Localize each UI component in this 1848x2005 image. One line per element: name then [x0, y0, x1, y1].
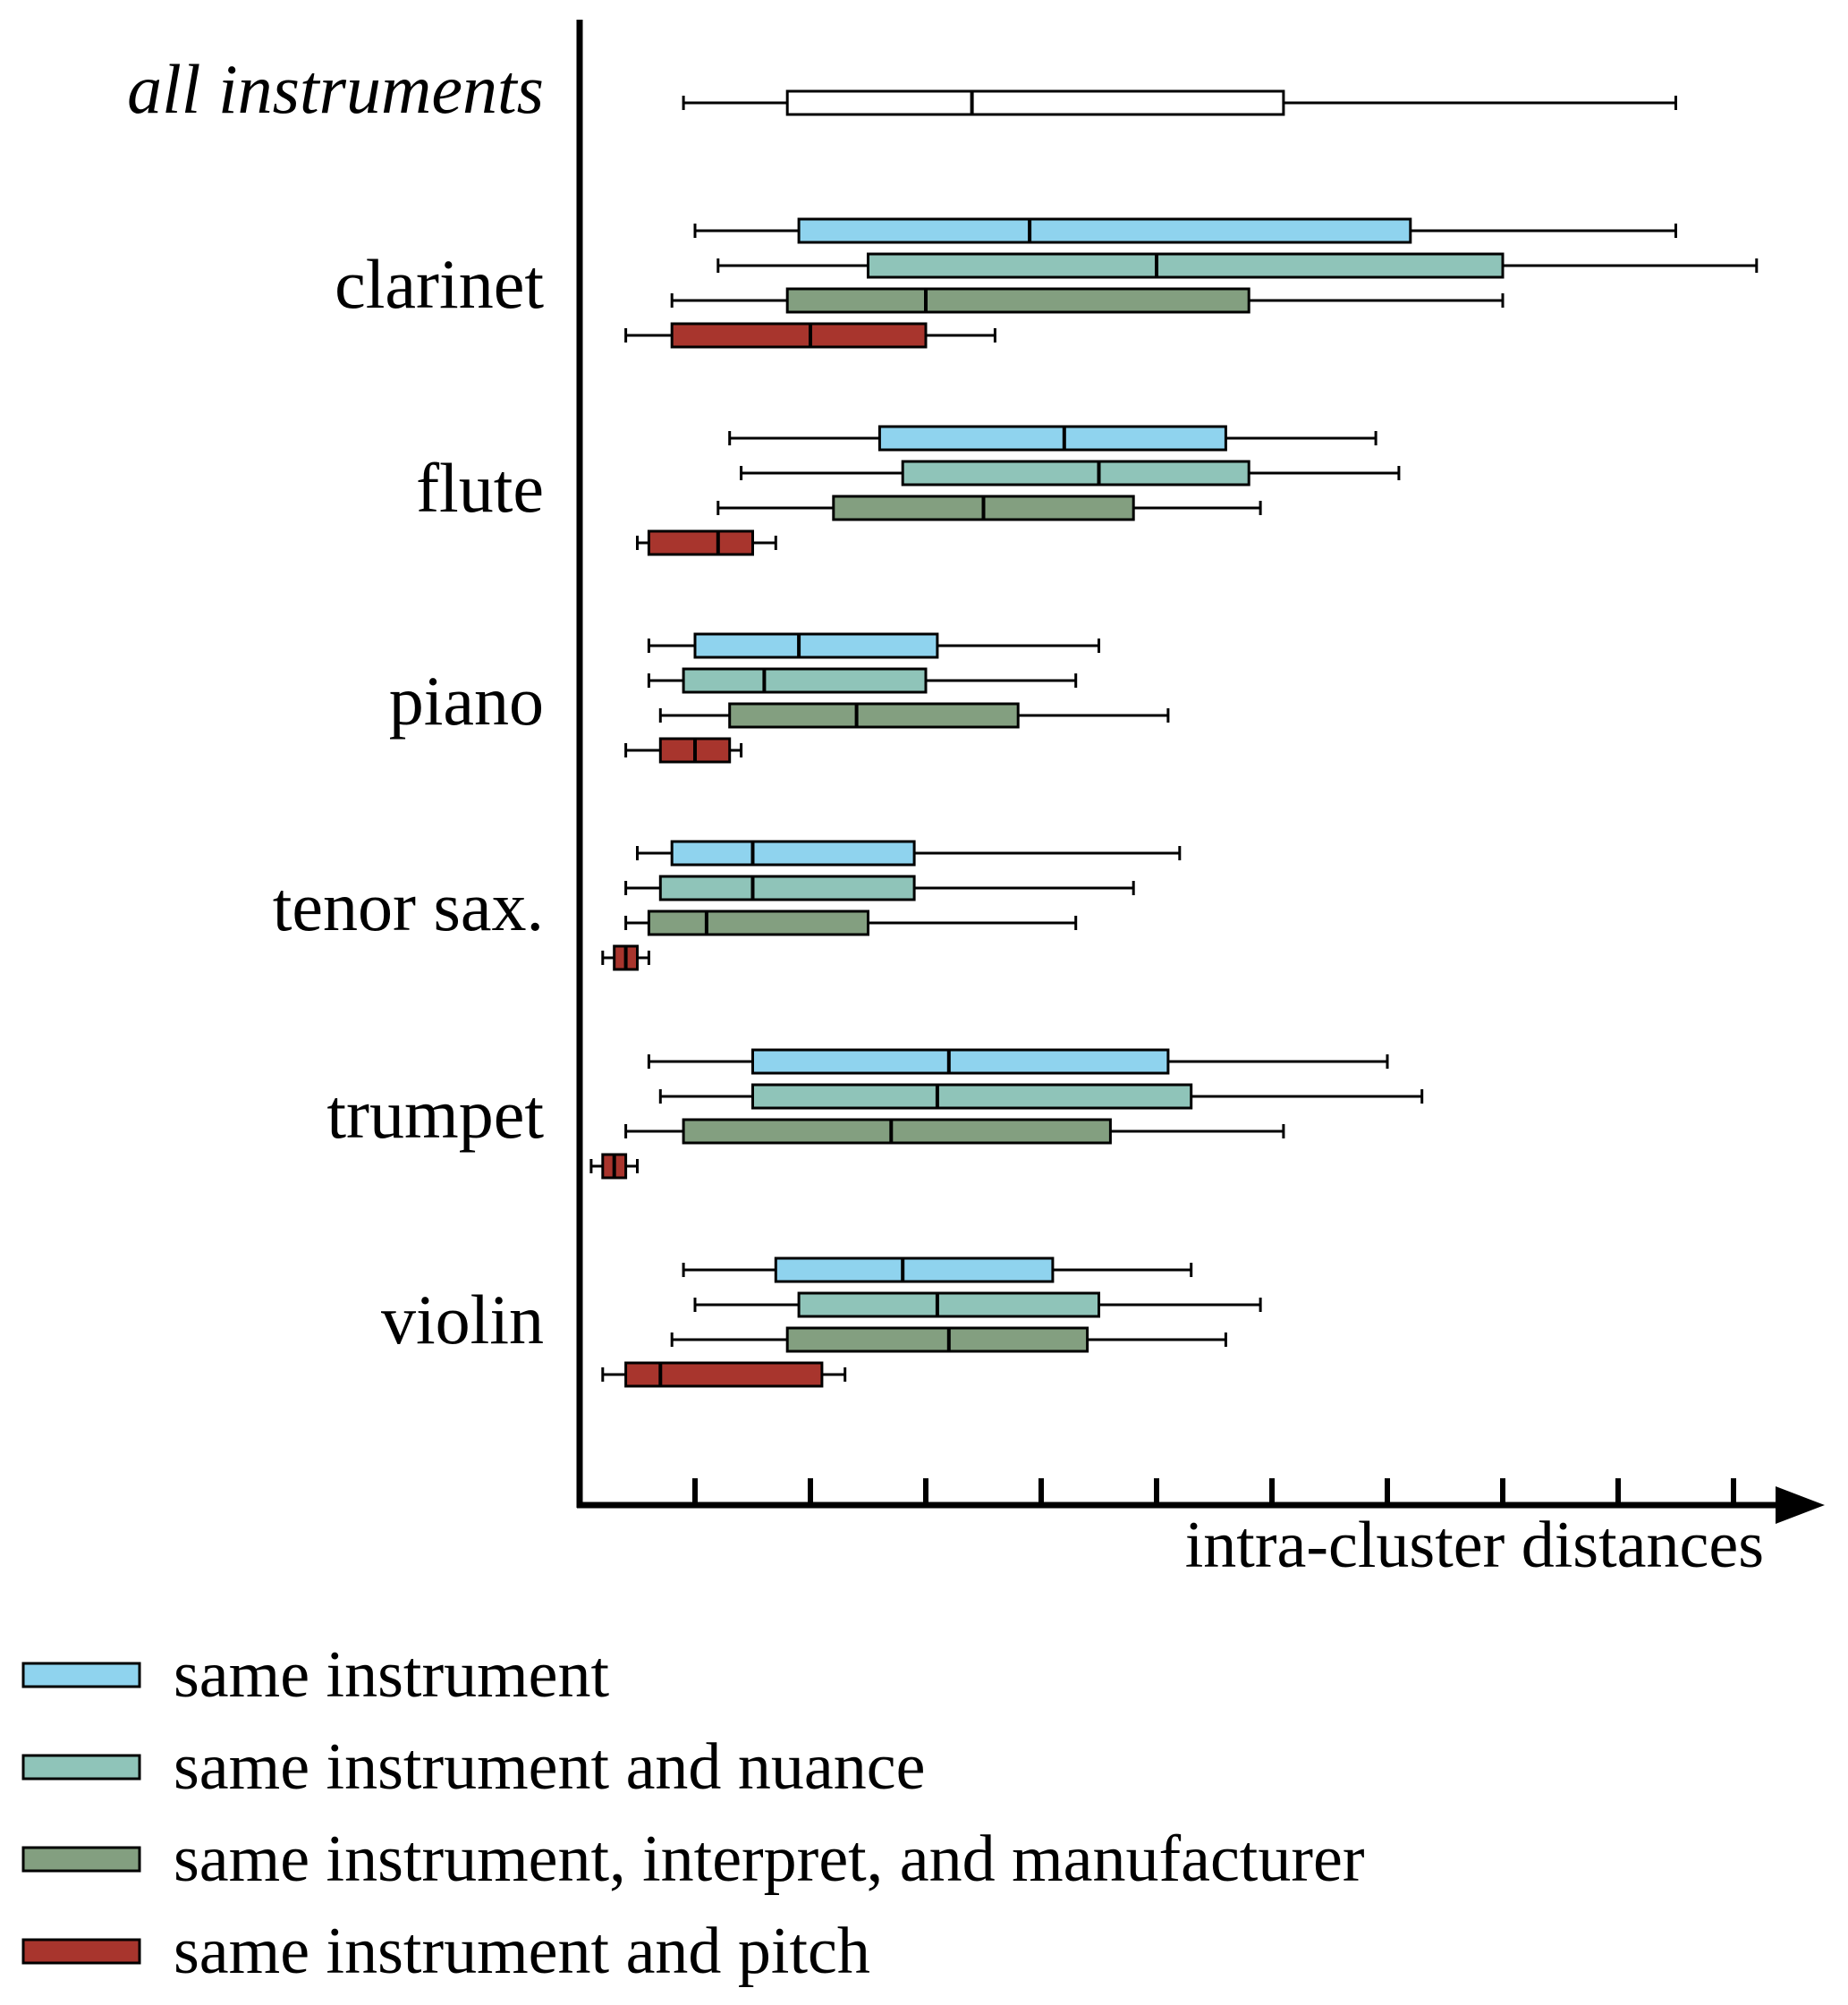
boxplot-pitch: [624, 737, 743, 764]
legend-label: same instrument: [174, 1638, 610, 1712]
box-iqr: [797, 217, 1412, 244]
box-iqr: [682, 1118, 1112, 1145]
boxplot-pitch: [636, 529, 777, 556]
box-iqr: [751, 1048, 1170, 1075]
box-iqr: [867, 252, 1505, 279]
legend-swatch: [21, 1662, 141, 1688]
boxplot-instrument: [636, 840, 1182, 867]
x-axis-arrowhead: [1776, 1486, 1825, 1524]
boxplot-nuance: [658, 1083, 1424, 1110]
boxplot-interpret: [624, 909, 1078, 936]
plot-area: all instruments clarinet flute piano tenor s…: [127, 20, 1825, 1524]
boxplot-interpret: [670, 1326, 1227, 1353]
box-iqr: [647, 529, 755, 556]
legend-item-interpret: same instrument, interpret, and manufact…: [21, 1823, 1365, 1896]
legend-item-nuance: same instrument and nuance: [21, 1730, 925, 1804]
x-axis-label: intra-cluster distances: [1185, 1509, 1764, 1582]
boxplot-pitch: [624, 322, 996, 349]
boxplot-interpret: [658, 702, 1170, 729]
box-iqr: [647, 909, 870, 936]
boxplot-instrument: [728, 425, 1378, 452]
boxplot-pitch: [589, 1153, 639, 1180]
box-iqr: [670, 322, 928, 349]
boxplot-nuance: [624, 875, 1135, 901]
group-label: piano: [389, 662, 544, 740]
legend-label: same instrument and nuance: [174, 1730, 925, 1804]
group-label: flute: [416, 449, 544, 527]
boxplot-interpret: [670, 287, 1505, 314]
box-iqr: [751, 1083, 1193, 1110]
legend: same instrument same instrument and nuanc…: [21, 1638, 1365, 1988]
box-iqr: [785, 1326, 1089, 1353]
boxplot-pitch: [601, 944, 650, 971]
box-iqr: [785, 89, 1285, 116]
boxplot-instrument: [682, 1256, 1193, 1283]
boxplot-nuance: [716, 252, 1759, 279]
boxplot-pitch: [601, 1361, 847, 1388]
box-iqr: [728, 702, 1020, 729]
legend-swatch: [21, 1846, 141, 1873]
box-iqr: [693, 632, 939, 659]
box-iqr: [682, 667, 928, 694]
boxplot-interpret: [716, 495, 1262, 521]
boxplot-nuance: [647, 667, 1078, 694]
legend-label: same instrument and pitch: [174, 1915, 870, 1988]
boxplot-all: [682, 89, 1677, 116]
legend-item-instrument: same instrument: [21, 1638, 610, 1712]
legend-item-pitch: same instrument and pitch: [21, 1915, 870, 1988]
group-label: clarinet: [335, 245, 544, 323]
boxplot-instrument: [647, 1048, 1389, 1075]
boxplot-nuance: [740, 460, 1401, 486]
box-iqr: [658, 875, 916, 901]
box-iqr: [785, 287, 1250, 314]
legend-label: same instrument, interpret, and manufact…: [174, 1823, 1365, 1896]
box-iqr: [624, 1361, 824, 1388]
legend-swatch: [21, 1938, 141, 1965]
box-iqr: [670, 840, 916, 867]
group-label: violin: [381, 1281, 544, 1358]
boxplot-interpret: [624, 1118, 1285, 1145]
boxplot-instrument: [693, 217, 1677, 244]
box-iqr: [797, 1291, 1100, 1318]
box-iqr: [774, 1256, 1055, 1283]
boxplot-instrument: [647, 632, 1100, 659]
group-label: tenor sax.: [273, 867, 544, 945]
group-label: all instruments: [127, 50, 544, 128]
group-label: trumpet: [326, 1075, 544, 1153]
box-iqr: [877, 425, 1227, 452]
boxplot-nuance: [693, 1291, 1262, 1318]
legend-swatch: [21, 1754, 141, 1781]
box-iqr: [901, 460, 1250, 486]
